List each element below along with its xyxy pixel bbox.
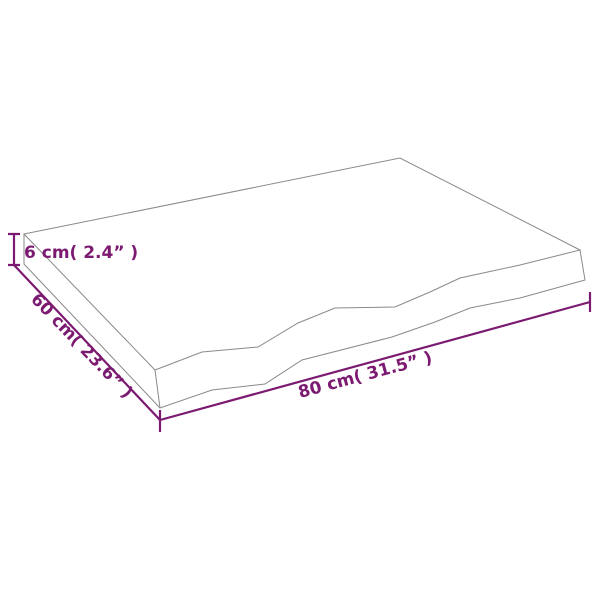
depth-label: 60 cm( 23.6” ) [26, 290, 136, 403]
dimension-lines [8, 232, 592, 432]
height-dimension-line [8, 232, 20, 267]
shelf-front-edge [154, 249, 586, 409]
shelf-top-face [23, 157, 582, 371]
depth-dimension-line [13, 264, 161, 421]
shelf-side-edge [23, 234, 161, 409]
height-label: 6 cm( 2.4” ) [24, 243, 138, 263]
width-dimension-line [158, 292, 592, 432]
shelf-board [23, 157, 586, 409]
